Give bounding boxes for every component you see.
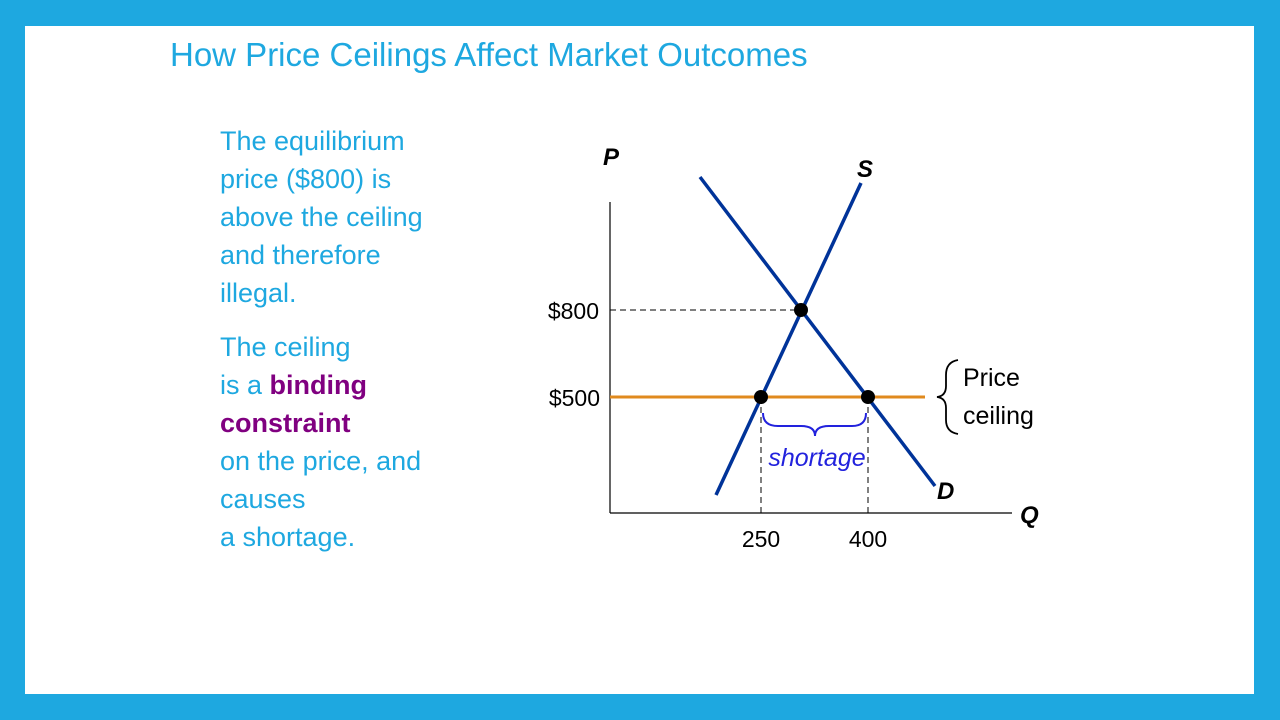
slide: How Price Ceilings Affect Market Outcome… [25, 26, 1254, 694]
y-axis-label: P [603, 144, 620, 171]
ceiling-brace [936, 359, 959, 435]
quantity-tick-400: 400 [849, 526, 887, 552]
text-line: and therefore [220, 240, 381, 270]
price-tick-500: $500 [549, 385, 600, 411]
shortage-brace [762, 412, 867, 437]
paragraph-equilibrium: The equilibrium price ($800) is above th… [220, 122, 480, 312]
supply-label: S [857, 156, 873, 183]
demand-curve [698, 175, 937, 488]
ceiling-label-line1: Price [963, 364, 1020, 392]
text-line: The ceiling [220, 332, 351, 362]
text-line: price ($800) is [220, 164, 392, 194]
text-fragment: is a [220, 370, 270, 400]
text-line: a shortage. [220, 522, 356, 552]
price-tick-800: $800 [548, 298, 599, 324]
explanation-text: The equilibrium price ($800) is above th… [220, 122, 480, 556]
equilibrium-point [794, 303, 808, 317]
text-line: illegal. [220, 278, 297, 308]
ceiling-label-line2: ceiling [963, 402, 1034, 430]
text-line: above the ceiling [220, 202, 423, 232]
quantity-supplied-point [754, 390, 768, 404]
text-line: constraint [220, 404, 480, 442]
emphasis-constraint: constraint [220, 408, 351, 438]
demand-label: D [937, 478, 954, 505]
text-line: is a binding [220, 366, 480, 404]
supply-curve [714, 182, 863, 496]
quantity-demanded-point [861, 390, 875, 404]
emphasis-binding: binding [269, 370, 367, 400]
shortage-label: shortage [768, 444, 865, 472]
x-axis-label: Q [1020, 502, 1039, 529]
quantity-tick-250: 250 [742, 526, 780, 552]
text-line: causes [220, 484, 306, 514]
text-line: The equilibrium [220, 126, 405, 156]
slide-title: How Price Ceilings Affect Market Outcome… [170, 36, 808, 73]
paragraph-binding: The ceiling is a binding constraint on t… [220, 328, 480, 556]
text-line: on the price, and [220, 446, 422, 476]
